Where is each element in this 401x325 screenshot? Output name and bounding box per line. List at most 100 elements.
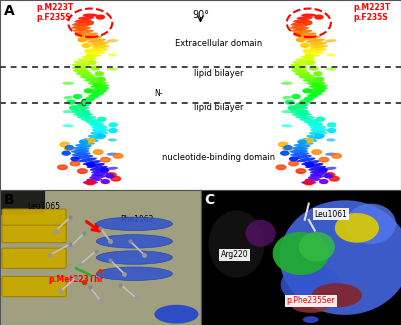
Circle shape (304, 138, 314, 143)
Text: Leu1065: Leu1065 (28, 202, 61, 211)
Ellipse shape (280, 200, 401, 315)
Ellipse shape (298, 141, 314, 145)
Ellipse shape (308, 124, 326, 128)
Text: p.M223T
p.F235S: p.M223T p.F235S (353, 3, 390, 22)
Text: C-: C- (80, 99, 88, 108)
Ellipse shape (89, 175, 106, 179)
Ellipse shape (299, 232, 335, 262)
Text: Leu1061: Leu1061 (314, 210, 347, 219)
Ellipse shape (290, 24, 308, 29)
Ellipse shape (281, 82, 293, 85)
Text: A: A (4, 4, 15, 18)
Circle shape (320, 180, 328, 184)
Circle shape (62, 151, 70, 155)
Ellipse shape (304, 121, 323, 125)
Ellipse shape (304, 53, 320, 57)
Circle shape (58, 165, 67, 170)
Ellipse shape (306, 135, 322, 139)
Circle shape (97, 134, 105, 138)
Ellipse shape (74, 19, 91, 23)
Ellipse shape (83, 160, 101, 165)
Ellipse shape (86, 178, 102, 181)
FancyBboxPatch shape (2, 209, 66, 225)
Circle shape (107, 173, 116, 177)
Ellipse shape (71, 24, 89, 29)
Ellipse shape (63, 110, 74, 113)
Circle shape (310, 66, 318, 70)
Circle shape (65, 146, 73, 150)
Ellipse shape (301, 14, 316, 17)
Text: lipid bilayer: lipid bilayer (194, 69, 243, 78)
Text: C: C (205, 193, 215, 207)
Ellipse shape (73, 27, 91, 32)
Circle shape (281, 151, 289, 155)
Ellipse shape (107, 53, 117, 57)
Ellipse shape (308, 166, 326, 171)
Ellipse shape (88, 92, 104, 97)
Ellipse shape (294, 73, 314, 77)
Ellipse shape (63, 96, 73, 99)
Ellipse shape (107, 153, 118, 156)
Ellipse shape (294, 30, 312, 35)
Ellipse shape (79, 141, 95, 145)
Ellipse shape (91, 169, 109, 174)
Ellipse shape (306, 82, 326, 85)
Circle shape (316, 117, 324, 121)
Ellipse shape (74, 155, 93, 159)
Ellipse shape (80, 76, 99, 80)
Circle shape (332, 154, 341, 158)
Ellipse shape (301, 160, 320, 165)
Ellipse shape (346, 203, 396, 244)
Ellipse shape (302, 35, 321, 40)
Circle shape (289, 161, 298, 166)
Ellipse shape (87, 82, 107, 85)
Circle shape (96, 15, 104, 19)
Circle shape (304, 49, 312, 53)
Ellipse shape (302, 79, 322, 82)
Circle shape (330, 176, 339, 181)
Ellipse shape (307, 50, 324, 54)
Circle shape (300, 111, 308, 115)
Circle shape (301, 44, 309, 47)
Ellipse shape (326, 138, 336, 142)
Ellipse shape (81, 98, 95, 102)
Ellipse shape (72, 22, 89, 26)
Ellipse shape (91, 47, 108, 51)
Circle shape (305, 55, 313, 59)
Ellipse shape (72, 64, 89, 69)
Circle shape (109, 129, 117, 132)
Ellipse shape (291, 297, 331, 313)
Ellipse shape (282, 96, 292, 99)
Circle shape (75, 32, 83, 36)
Circle shape (290, 157, 298, 161)
FancyBboxPatch shape (2, 277, 66, 297)
Ellipse shape (309, 132, 325, 136)
Circle shape (316, 134, 324, 138)
Circle shape (106, 174, 114, 178)
Ellipse shape (325, 153, 336, 156)
Ellipse shape (293, 155, 312, 159)
Circle shape (288, 106, 296, 110)
Ellipse shape (300, 56, 315, 60)
Ellipse shape (301, 181, 316, 184)
Ellipse shape (310, 169, 328, 174)
Ellipse shape (73, 113, 93, 116)
Ellipse shape (297, 158, 316, 162)
Ellipse shape (308, 175, 325, 179)
Ellipse shape (75, 144, 92, 148)
Ellipse shape (305, 163, 324, 168)
Ellipse shape (291, 27, 309, 32)
Ellipse shape (107, 167, 118, 170)
Ellipse shape (306, 39, 325, 43)
FancyBboxPatch shape (0, 189, 45, 215)
Ellipse shape (245, 220, 276, 247)
Text: B: B (4, 193, 14, 207)
Circle shape (101, 168, 109, 172)
Ellipse shape (293, 19, 310, 23)
Circle shape (101, 157, 110, 162)
Text: Arg220: Arg220 (221, 250, 248, 259)
Ellipse shape (84, 79, 104, 82)
Ellipse shape (294, 144, 310, 148)
Circle shape (87, 162, 95, 166)
Circle shape (276, 165, 286, 170)
